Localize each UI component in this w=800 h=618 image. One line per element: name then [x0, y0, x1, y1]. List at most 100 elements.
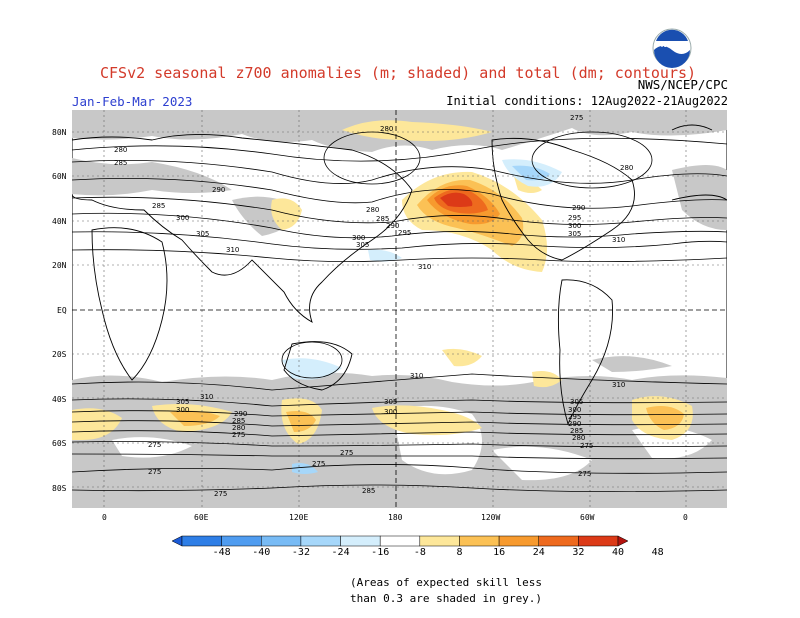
colorbar-label: -16	[371, 547, 390, 558]
colorbar-label: 40	[612, 547, 625, 558]
colorbar-box	[419, 535, 460, 547]
svg-text:275: 275	[578, 470, 591, 478]
svg-text:275: 275	[312, 460, 325, 468]
svg-text:275: 275	[148, 441, 161, 449]
svg-text:280: 280	[114, 146, 127, 154]
colorbar-right-arrow	[617, 535, 628, 547]
colorbar-label: -48	[212, 547, 231, 558]
lat-label: 40S	[52, 395, 67, 404]
svg-text:280: 280	[620, 164, 633, 172]
svg-text:NOAA: NOAA	[661, 41, 684, 49]
lon-label: 120E	[289, 513, 309, 522]
lat-label: 80N	[52, 128, 67, 137]
positive-anomalies	[72, 120, 693, 444]
svg-text:285: 285	[376, 215, 389, 223]
svg-text:295: 295	[568, 214, 581, 222]
svg-text:290: 290	[234, 410, 247, 418]
svg-text:290: 290	[572, 204, 585, 212]
lat-label: 20N	[52, 261, 67, 270]
skill-note-line2: than 0.3 are shaded in grey.)	[350, 592, 543, 605]
colorbar-box	[498, 535, 539, 547]
grid-lines	[72, 110, 727, 508]
colorbar-label: 24	[532, 547, 545, 558]
svg-text:285: 285	[570, 427, 583, 435]
svg-text:275: 275	[214, 490, 227, 498]
svg-text:300: 300	[568, 222, 581, 230]
svg-text:285: 285	[362, 487, 375, 495]
colorbar-label: 16	[493, 547, 506, 558]
colorbar-label: 48	[651, 547, 664, 558]
colorbar-left-arrow	[172, 535, 183, 547]
svg-text:275: 275	[340, 449, 353, 457]
height-contours	[72, 131, 727, 492]
lon-label: 60W	[580, 513, 595, 522]
colorbar-box	[538, 535, 579, 547]
svg-text:305: 305	[570, 398, 583, 406]
colorbar-box	[261, 535, 302, 547]
svg-text:310: 310	[418, 263, 431, 271]
svg-text:305: 305	[384, 398, 397, 406]
svg-text:310: 310	[200, 393, 213, 401]
svg-text:290: 290	[386, 222, 399, 230]
colorbar-label: -24	[331, 547, 350, 558]
svg-text:290: 290	[212, 186, 225, 194]
svg-text:300: 300	[176, 406, 189, 414]
colorbar-label: 32	[572, 547, 585, 558]
svg-text:310: 310	[612, 236, 625, 244]
lat-label: 40N	[52, 217, 67, 226]
agency-label: NWS/NCEP/CPC	[637, 77, 728, 92]
lat-label: 80S	[52, 484, 67, 493]
lon-label: 60E	[194, 513, 209, 522]
svg-text:275: 275	[148, 468, 161, 476]
svg-text:300: 300	[176, 214, 189, 222]
lat-label: 60S	[52, 439, 67, 448]
lon-label: 180	[388, 513, 403, 522]
svg-text:275: 275	[580, 442, 593, 450]
svg-text:295: 295	[568, 413, 581, 421]
noaa-logo: NOAA	[652, 28, 692, 68]
colorbar-label: -32	[291, 547, 310, 558]
colorbar-box	[340, 535, 381, 547]
colorbar-box	[459, 535, 500, 547]
negative-anomalies	[282, 159, 562, 474]
lat-label: EQ	[57, 306, 67, 315]
svg-text:280: 280	[366, 206, 379, 214]
svg-text:285: 285	[232, 417, 245, 425]
colorbar	[172, 535, 628, 547]
svg-text:300: 300	[568, 406, 581, 414]
lat-label: 20S	[52, 350, 67, 359]
colorbar-box	[379, 535, 421, 547]
svg-text:285: 285	[152, 202, 165, 210]
colorbar-box	[300, 535, 341, 547]
colorbar-box	[181, 535, 222, 547]
svg-text:305: 305	[568, 230, 581, 238]
svg-text:310: 310	[226, 246, 239, 254]
reference-lines	[72, 110, 727, 508]
svg-text:285: 285	[114, 159, 127, 167]
svg-text:280: 280	[380, 125, 393, 133]
lon-label: 120W	[481, 513, 501, 522]
colorbar-label: -8	[413, 547, 426, 558]
colorbar-label: 8	[456, 547, 463, 558]
svg-text:275: 275	[570, 114, 583, 122]
colorbar-box	[578, 535, 619, 547]
svg-text:275: 275	[232, 431, 245, 439]
svg-text:310: 310	[612, 381, 625, 389]
chart-title: CFSv2 seasonal z700 anomalies (m; shaded…	[100, 64, 697, 82]
svg-text:310: 310	[410, 372, 423, 380]
colorbar-box	[221, 535, 262, 547]
svg-text:305: 305	[196, 230, 209, 238]
svg-text:305: 305	[176, 398, 189, 406]
skill-note-line1: (Areas of expected skill less	[350, 576, 543, 589]
anomaly-map: 280 275 280 285 290 285 300 305 310 280 …	[72, 110, 727, 508]
forecast-period: Jan-Feb-Mar 2023	[72, 94, 193, 109]
svg-text:295: 295	[398, 229, 411, 237]
svg-text:300: 300	[352, 234, 365, 242]
svg-text:280: 280	[232, 424, 245, 432]
continent-outlines	[72, 124, 727, 426]
lon-label: 0	[102, 513, 107, 522]
initial-conditions: Initial conditions: 12Aug2022-21Aug2022	[446, 94, 728, 108]
contour-value-labels: 280 275 280 285 290 285 300 305 310 280 …	[114, 114, 633, 498]
lat-label: 60N	[52, 172, 67, 181]
colorbar-label: -40	[252, 547, 271, 558]
